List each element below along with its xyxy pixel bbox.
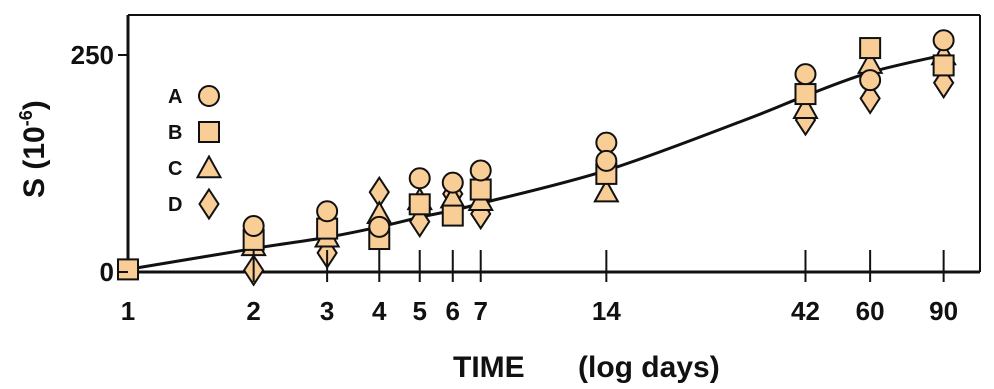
data-point-c [792,95,819,120]
data-point-b [408,193,431,216]
x-tick-label: 3 [320,296,334,326]
y-tick-label: 0 [100,257,114,287]
data-point-a [859,69,882,92]
axis-ticks-layer: 1 2 3 4 5 6 7 14 42 60 90 0 250 [71,40,958,326]
x-axis-title: TIME [453,351,525,384]
y-axis-title-close: ) [18,100,51,110]
x-tick-label: 6 [446,296,460,326]
data-point-b [932,54,955,77]
x-tick-label: 2 [246,296,260,326]
data-point-a [469,159,492,182]
data-point-c [593,178,620,203]
x-tick-label: 90 [929,296,958,326]
x-tick-label: 60 [856,296,885,326]
data-point-a [932,29,955,52]
data-point-a [595,149,618,172]
data-point-b [859,37,882,60]
legend-label-b: B [168,122,182,144]
y-axis-title: S (10-6) [16,100,51,198]
y-axis-title-main: S (10 [18,126,51,198]
x-tick-label: 5 [412,296,426,326]
y-axis-title-exponent: -6 [16,110,36,126]
data-point-a [441,171,464,194]
data-point-b [117,258,139,281]
data-point-a [242,214,265,237]
legend-label-c: C [168,158,182,180]
legend-marker-b [198,121,220,143]
x-axis-unit: (log days) [578,351,720,384]
x-tick-label: 14 [592,296,621,326]
legend-label-d: D [168,194,182,216]
data-point-a [316,200,339,223]
data-point-d [859,82,881,115]
x-tick-label: 7 [473,296,487,326]
data-point-b [441,204,464,227]
data-point-b [794,83,817,106]
data-point-b [469,178,492,201]
legend-label-a: A [168,86,182,108]
data-points-layer [117,29,957,287]
legend-marker-a [198,85,220,107]
legend-marker-d [198,187,220,221]
x-tick-label: 1 [121,296,135,326]
data-point-a [595,131,618,154]
data-point-a [794,63,817,86]
y-tick-label: 250 [71,40,114,70]
plot-frame [126,14,981,274]
data-point-a [368,215,391,238]
x-tick-label: 42 [791,296,820,326]
legend-marker-c [195,154,223,179]
data-point-a [408,167,431,190]
x-tick-label: 4 [372,296,387,326]
